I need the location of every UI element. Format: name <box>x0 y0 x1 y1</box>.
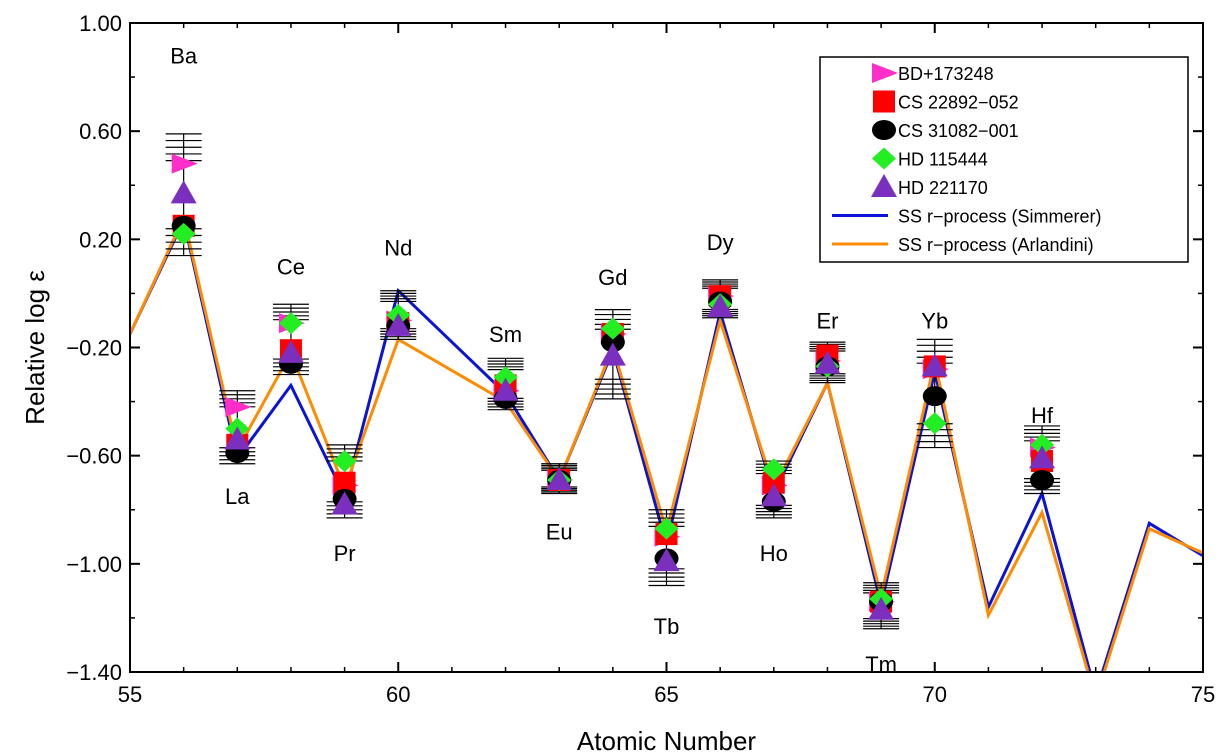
legend: BD+173248 CS 22892−052 CS 31082−001 HD 1154… <box>819 56 1189 263</box>
data-point <box>921 353 948 377</box>
x-tick-label: 60 <box>386 682 410 707</box>
element-label: Tm <box>865 652 897 677</box>
element-label: Sm <box>489 322 522 347</box>
axes: 55 60 65 70 75 1.00 0.60 0.20 −0.20 −0.60 −1.00 −1.… <box>66 11 1215 707</box>
element-label: Dy <box>707 230 734 255</box>
data-point <box>1030 433 1055 456</box>
element-label: Yb <box>921 308 948 333</box>
data-point <box>171 153 198 174</box>
y-tick-label: 0.60 <box>79 119 122 144</box>
data-point <box>492 377 519 401</box>
legend-label: HD 115444 <box>898 150 988 170</box>
legend-label: SS r−process (Simmerer) <box>898 207 1102 227</box>
x-tick-label: 75 <box>1191 682 1215 707</box>
x-tick-label: 70 <box>923 682 947 707</box>
data-point <box>707 293 734 317</box>
data-point <box>600 317 625 340</box>
legend-label: BD+173248 <box>898 64 994 84</box>
data-point <box>170 180 197 204</box>
element-label: Pr <box>334 541 356 566</box>
y-tick-label: −0.20 <box>66 336 122 361</box>
x-tick-label: 55 <box>118 682 142 707</box>
data-point <box>546 467 573 491</box>
element-label: La <box>225 484 250 509</box>
element-label: Eu <box>546 519 573 544</box>
data-point <box>599 342 626 366</box>
data-point <box>761 458 786 481</box>
y-tick-label: −0.60 <box>66 444 122 469</box>
legend-marker <box>871 174 897 197</box>
data-point <box>654 517 679 540</box>
data-point <box>385 312 412 336</box>
element-label: Er <box>816 308 838 333</box>
y-tick-label: 1.00 <box>79 11 122 36</box>
data-point <box>493 366 518 389</box>
y-axis-title: Relative log ε <box>20 270 50 425</box>
legend-marker <box>872 120 896 140</box>
line-arlandini <box>130 213 1203 672</box>
y-tick-label: 0.20 <box>79 227 122 252</box>
element-label: Ce <box>277 254 305 279</box>
y-tick-label: −1.40 <box>66 660 122 685</box>
data-point <box>1029 445 1056 469</box>
plot-content: Ba La Ce Pr Nd Sm Eu Gd Tb Dy Ho Er Tm Yb Hf <box>130 43 1203 677</box>
x-axis-title: Atomic Number <box>577 726 756 756</box>
legend-marker <box>872 63 898 83</box>
data-point <box>171 222 196 245</box>
element-label: Nd <box>384 235 412 260</box>
data-point <box>653 548 680 572</box>
data-point <box>331 491 358 515</box>
data-point <box>760 483 787 507</box>
element-label: Ba <box>170 43 198 68</box>
element-label: Hf <box>1031 403 1054 428</box>
data-point <box>278 312 303 335</box>
data-point <box>277 339 304 363</box>
data-point <box>332 450 357 473</box>
data-point <box>762 471 785 494</box>
legend-marker <box>872 147 896 170</box>
x-tick-label: 65 <box>654 682 678 707</box>
element-label: Gd <box>598 265 627 290</box>
element-label: Tb <box>654 614 680 639</box>
element-label: Ho <box>760 541 788 566</box>
legend-label: CS 22892−052 <box>898 93 1019 113</box>
plot-area <box>130 133 1203 672</box>
data-point <box>922 386 947 407</box>
legend-marker <box>873 90 895 113</box>
legend-label: CS 31082−001 <box>898 121 1019 141</box>
data-point <box>600 332 625 353</box>
data-point <box>224 426 251 450</box>
data-point <box>1030 470 1055 491</box>
y-tick-label: −1.00 <box>66 552 122 577</box>
data-point <box>333 471 356 494</box>
data-point <box>922 412 947 435</box>
series-triangle-up <box>170 180 1056 620</box>
data-point <box>225 396 252 417</box>
data-point <box>868 596 895 620</box>
data-point <box>814 350 841 374</box>
legend-label: HD 221170 <box>898 178 988 198</box>
legend-label: SS r−process (Arlandini) <box>898 235 1094 255</box>
